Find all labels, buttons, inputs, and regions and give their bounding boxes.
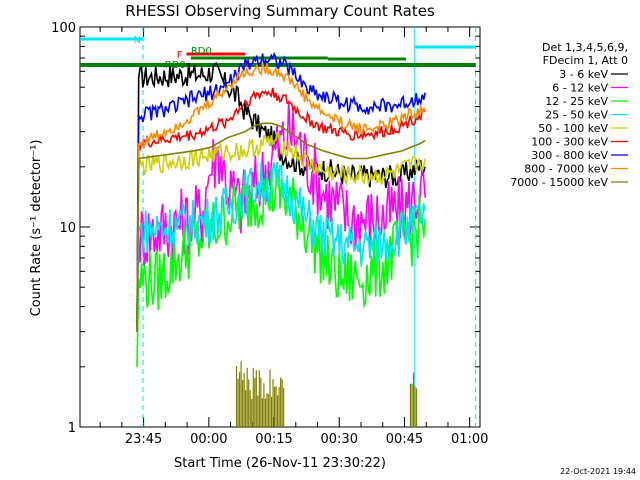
legend-label-300-800-kev: 300 - 800 keV bbox=[531, 149, 608, 162]
y-tick-label: 100 bbox=[51, 21, 76, 36]
x-tick-label: 00:15 bbox=[255, 432, 292, 447]
series-line-12-25-kev bbox=[136, 167, 426, 367]
legend-header-line-1: Det 1,3,4,5,6,9, bbox=[542, 41, 628, 54]
x-tick-label: 00:45 bbox=[386, 432, 423, 447]
legend-label-7000-15000-kev: 7000 - 15000 keV bbox=[510, 176, 608, 189]
legend-label-3-6-kev: 3 - 6 keV bbox=[559, 68, 608, 81]
legend-label-50-100-kev: 50 - 100 keV bbox=[538, 122, 608, 135]
series-line-25-50-kev bbox=[136, 161, 426, 332]
x-tick-label: 00:30 bbox=[321, 432, 358, 447]
legend-label-6-12-kev: 6 - 12 keV bbox=[552, 82, 608, 95]
legend-label-12-25-kev: 12 - 25 keV bbox=[545, 95, 608, 108]
series-line-300-800-kev bbox=[136, 51, 426, 332]
annotation-label-f: F bbox=[177, 50, 183, 61]
x-tick-label: 01:00 bbox=[451, 432, 488, 447]
legend-label-800-7000-kev: 800 - 7000 keV bbox=[524, 163, 608, 176]
legend-header: Det 1,3,4,5,6,9, FDecim 1, Att 0 bbox=[542, 41, 628, 67]
legend-label-25-50-kev: 25 - 50 keV bbox=[545, 109, 608, 122]
annotation-label-rd0: RD0 bbox=[165, 60, 186, 71]
legend-header-line-2: FDecim 1, Att 0 bbox=[543, 54, 628, 67]
annotation-label-n: N bbox=[134, 35, 141, 46]
series-line-800-7000-kev bbox=[136, 62, 426, 332]
y-axis-label: Count Rate (s⁻¹ detector⁻¹) bbox=[29, 140, 44, 317]
chart-title: RHESSI Observing Summary Count Rates bbox=[125, 2, 435, 20]
timestamp: 22-Oct-2021 19:44 bbox=[560, 467, 636, 476]
series-group bbox=[136, 51, 426, 367]
x-tick-label: 00:00 bbox=[190, 432, 227, 447]
x-tick-label: 23:45 bbox=[125, 432, 162, 447]
annotation-label-rd0: RD0 bbox=[191, 46, 212, 57]
x-axis-label: Start Time (26-Nov-11 23:30:22) bbox=[174, 456, 386, 471]
y-tick-label: 1 bbox=[68, 421, 76, 436]
series-line-50-100-kev bbox=[136, 132, 426, 332]
series-line-7000-15000-kev bbox=[136, 122, 426, 332]
series-line-100-300-kev bbox=[136, 87, 426, 332]
y-tick-label: 10 bbox=[59, 221, 76, 236]
legend-label-100-300-kev: 100 - 300 keV bbox=[531, 136, 608, 149]
